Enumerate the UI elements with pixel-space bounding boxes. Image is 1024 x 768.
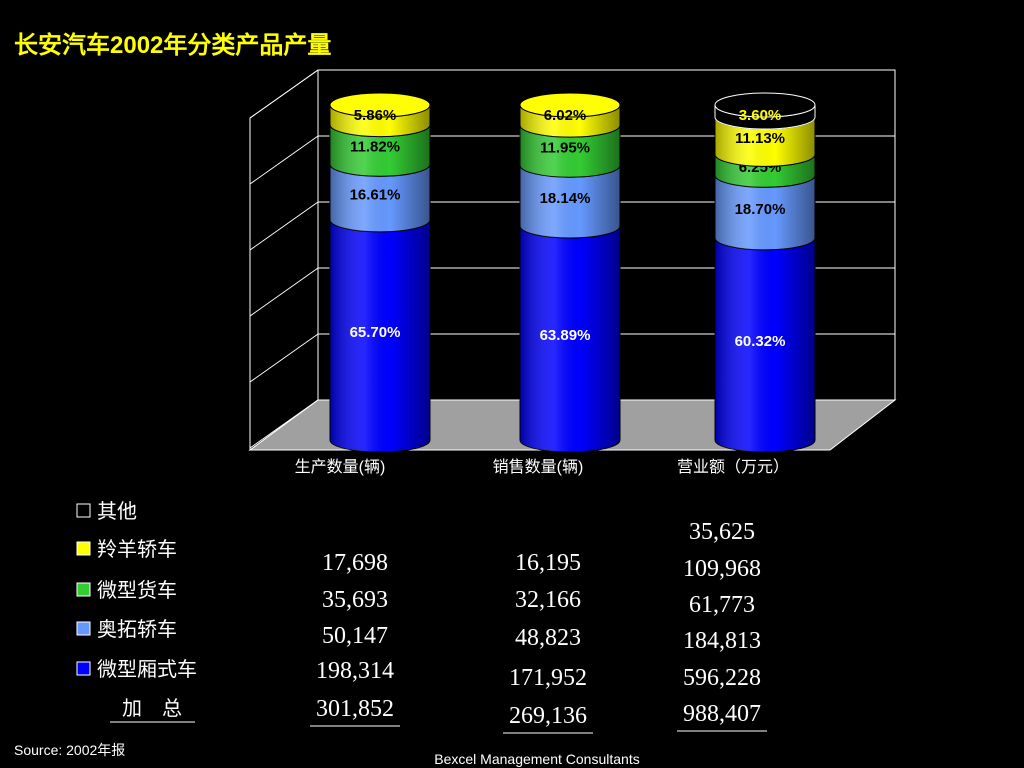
table-cell: 35,625 — [689, 519, 755, 545]
legend-label: 微型厢式车 — [97, 658, 197, 681]
bar-shade — [330, 164, 430, 232]
grid-line — [249, 135, 319, 185]
data-label: 16.61% — [350, 186, 401, 203]
bar-shade — [330, 124, 430, 177]
table-cell: 17,698 — [322, 550, 388, 576]
bar-shade — [715, 237, 815, 452]
bar-top — [519, 92, 621, 118]
table-total: 988,407 — [683, 701, 761, 727]
bar-top — [329, 92, 431, 118]
legend-swatch — [76, 503, 91, 518]
bar-shade — [715, 117, 815, 167]
legend-swatch — [76, 541, 91, 556]
data-label: 5.86% — [354, 107, 397, 124]
data-label: 11.82% — [350, 139, 400, 156]
table-total: 301,852 — [316, 696, 394, 722]
data-label: 3.60% — [739, 107, 782, 124]
grid-line — [249, 201, 319, 251]
total-label: 加 总 — [122, 697, 182, 720]
data-label: 18.70% — [735, 201, 786, 218]
chart-title: 长安汽车2002年分类产品产量 — [14, 31, 331, 59]
legend-swatch — [76, 582, 91, 597]
data-label: 65.70% — [350, 324, 401, 341]
legend-label: 奥拓轿车 — [97, 618, 177, 641]
table-cell: 109,968 — [683, 556, 761, 582]
legend-label: 微型货车 — [97, 579, 177, 602]
table-cell: 50,147 — [322, 623, 388, 649]
table-cell: 48,823 — [515, 625, 581, 651]
grid-line — [249, 267, 319, 317]
grid-line — [249, 69, 319, 119]
bar-shade — [520, 105, 620, 138]
data-label: 18.14% — [540, 190, 591, 207]
table-cell: 32,166 — [515, 587, 581, 613]
bar-shade — [330, 105, 430, 137]
bar-shade — [715, 154, 815, 188]
source: Source: 2002年报 — [14, 742, 125, 758]
data-label: 60.32% — [735, 333, 786, 350]
legend-label: 其他 — [97, 500, 137, 523]
data-label: 11.95% — [540, 139, 590, 156]
bar-shade — [520, 225, 620, 452]
x-tick-label: 销售数量(辆) — [493, 458, 584, 476]
table-cell: 171,952 — [509, 665, 587, 691]
table-cell: 184,813 — [683, 628, 761, 654]
x-tick-label: 营业额（万元） — [677, 458, 789, 476]
table-cell: 35,693 — [322, 587, 388, 613]
data-label: 63.89% — [540, 327, 591, 344]
legend-swatch — [76, 661, 91, 676]
bar-top — [714, 92, 816, 118]
bar-shade — [330, 219, 430, 452]
legend-swatch — [76, 621, 91, 636]
grid-line — [249, 399, 319, 449]
table-cell: 61,773 — [689, 592, 755, 618]
data-label: 11.13% — [735, 130, 785, 147]
bar-shade — [520, 125, 620, 178]
legend-label: 羚羊轿车 — [97, 538, 177, 561]
table-cell: 596,228 — [683, 665, 761, 691]
data-label: 6.02% — [544, 107, 587, 124]
grid-line — [249, 333, 319, 383]
footer: Bexcel Management Consultants — [434, 751, 639, 767]
bar-shade — [715, 175, 815, 250]
table-total: 269,136 — [509, 703, 587, 729]
table-cell: 16,195 — [515, 550, 581, 576]
table-cell: 198,314 — [316, 658, 394, 684]
bar-shade — [520, 165, 620, 238]
x-tick-label: 生产数量(辆) — [295, 458, 386, 476]
